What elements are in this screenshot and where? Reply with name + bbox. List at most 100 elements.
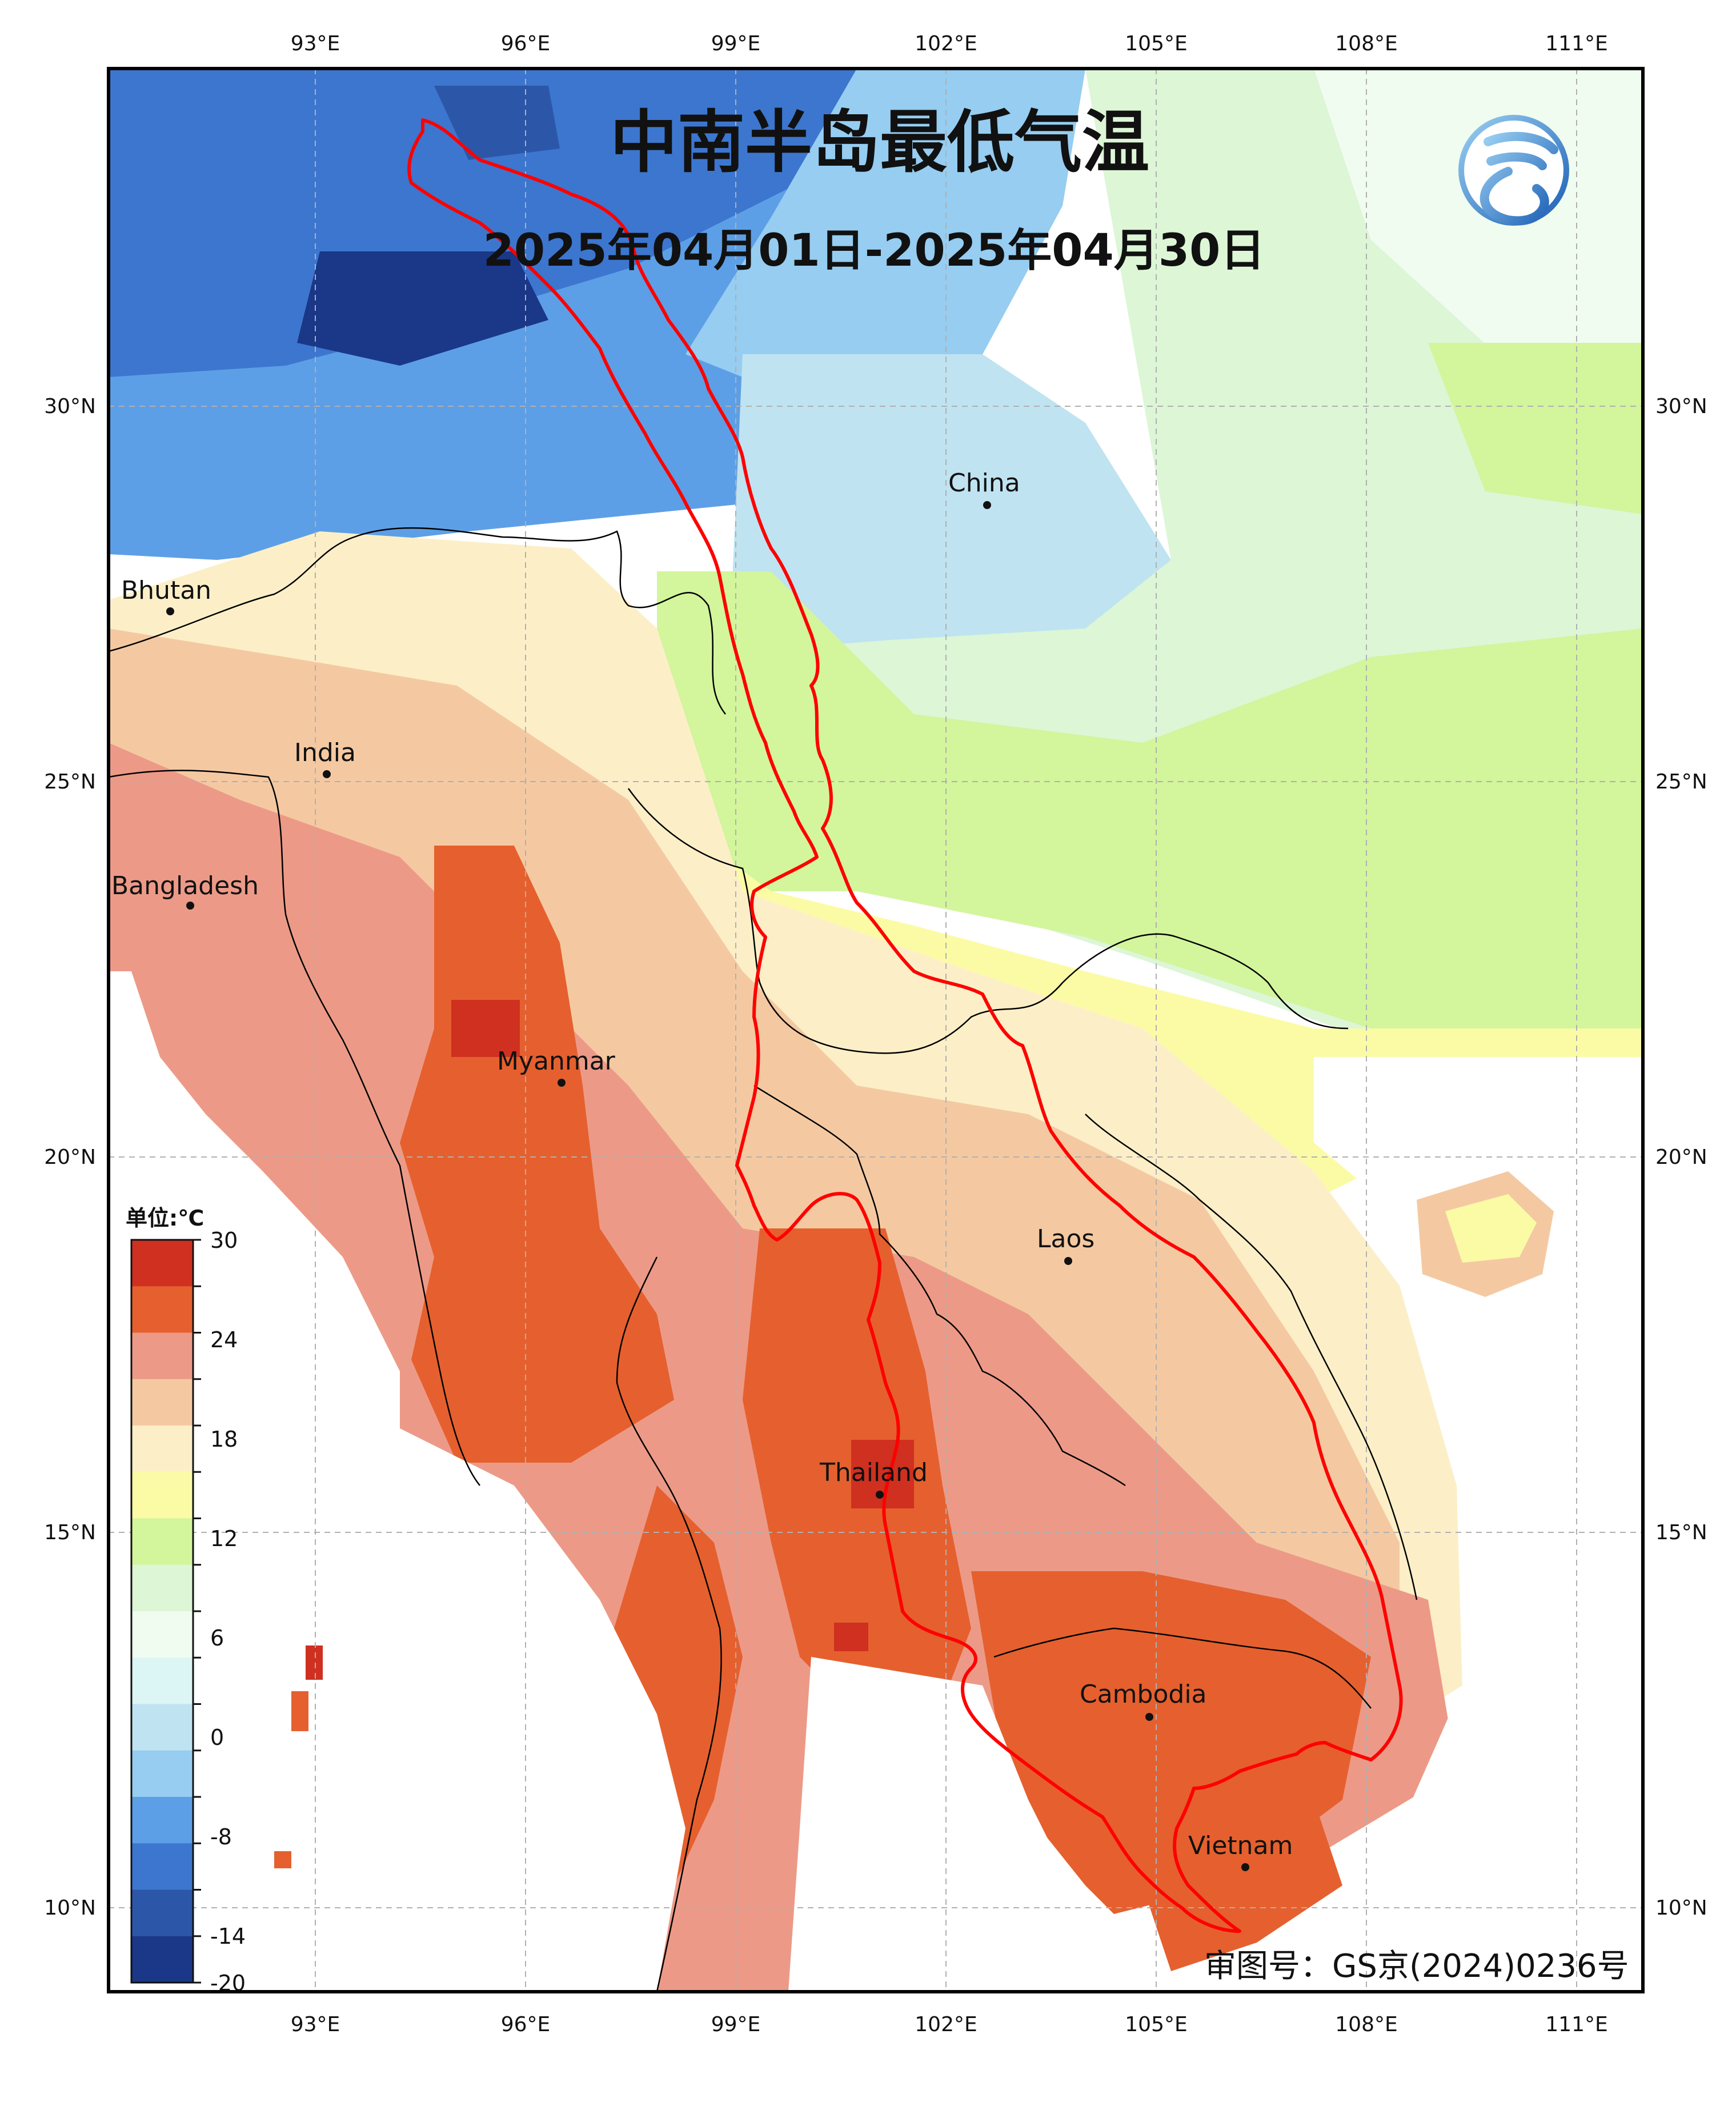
south-china-sea	[1371, 1326, 1643, 1992]
china-green-east	[1428, 343, 1643, 514]
andaman-island	[306, 1645, 323, 1680]
colorbar-segment	[131, 1657, 193, 1704]
svg-text:Laos: Laos	[1037, 1224, 1094, 1254]
colorbar-tick-labels: 30 24 18 12 6 0 -8 -14 -20	[210, 1228, 246, 1996]
colorbar-tick-6: 6	[210, 1625, 224, 1651]
colorbar-segment	[131, 1704, 193, 1751]
thailand-peak-cells-2	[834, 1623, 868, 1651]
andaman-island-2	[291, 1691, 308, 1731]
svg-text:99°E: 99°E	[711, 2013, 761, 2036]
top-lon-labels: 93°E 96°E 99°E 102°E 105°E 108°E 111°E	[291, 32, 1608, 55]
svg-text:15°N: 15°N	[44, 1521, 96, 1544]
colorbar-segment	[131, 1426, 193, 1472]
right-lat-labels: 30°N 25°N 20°N 15°N 10°N	[1655, 395, 1707, 1920]
place-bangladesh: Bangladesh	[111, 871, 259, 910]
plateau-darkest-cells	[297, 251, 548, 366]
place-vietnam: Vietnam	[1188, 1831, 1293, 1871]
country-borders	[109, 527, 1418, 1992]
colorbar-tick-18: 18	[210, 1427, 238, 1452]
svg-text:Myanmar: Myanmar	[497, 1047, 616, 1076]
svg-text:105°E: 105°E	[1125, 2013, 1187, 2036]
colorbar-segment	[131, 1240, 193, 1287]
colorbar-segment	[131, 1379, 193, 1426]
place-myanmar: Myanmar	[497, 1047, 616, 1087]
map-title: 中南半岛最低气温	[610, 103, 1149, 182]
colorbar-tick-neg20: -20	[210, 1971, 246, 1996]
place-bhutan: Bhutan	[121, 576, 211, 615]
svg-text:102°E: 102°E	[915, 32, 977, 55]
colorbar-tick-24: 24	[210, 1327, 238, 1352]
andaman-sea	[109, 1400, 685, 1992]
svg-text:93°E: 93°E	[291, 2013, 340, 2036]
svg-text:108°E: 108°E	[1335, 2013, 1397, 2036]
svg-text:102°E: 102°E	[915, 2013, 977, 2036]
hainan-island-center	[1445, 1194, 1537, 1263]
colorbar-segment	[131, 1936, 193, 1983]
colorbar-tick-neg14: -14	[210, 1924, 246, 1949]
china-green-zone	[657, 571, 1643, 1040]
gridlines	[109, 69, 1643, 1992]
place-thailand: Thailand	[819, 1458, 928, 1499]
colorbar-tick-neg8: -8	[210, 1824, 232, 1849]
place-china: China	[948, 469, 1020, 509]
plateau-dark-cells-2	[434, 86, 560, 160]
colorbar-segment	[131, 1564, 193, 1612]
myanmar-peak-cells	[451, 1000, 520, 1057]
colorbar-tick-30: 30	[210, 1228, 238, 1253]
svg-text:10°N: 10°N	[44, 1896, 96, 1920]
plateau-light-patches	[685, 69, 1085, 400]
bottom-lon-labels: 93°E 96°E 99°E 102°E 105°E 108°E 111°E	[291, 2013, 1608, 2036]
plateau-coldest-zone	[109, 69, 857, 377]
svg-text:Bhutan: Bhutan	[121, 576, 211, 605]
svg-text:108°E: 108°E	[1335, 32, 1397, 55]
colorbar-segment	[131, 1611, 193, 1658]
svg-text:96°E: 96°E	[501, 2013, 551, 2036]
date-range-subtitle: 2025年04月01日-2025年04月30日	[483, 225, 1265, 277]
colorbar-tick-12: 12	[210, 1526, 238, 1551]
colorbar-segment	[131, 1750, 193, 1797]
svg-text:93°E: 93°E	[291, 32, 340, 55]
svg-text:30°N: 30°N	[44, 395, 96, 418]
place-laos: Laos	[1037, 1224, 1094, 1265]
left-lat-labels: 30°N 25°N 20°N 15°N 10°N	[44, 395, 96, 1920]
svg-text:Bangladesh: Bangladesh	[111, 871, 259, 900]
svg-text:20°N: 20°N	[44, 1146, 96, 1169]
map-frame	[107, 67, 1645, 1993]
svg-text:30°N: 30°N	[1655, 395, 1707, 418]
mekong-basin-boundary	[407, 118, 1403, 1933]
logo-emblem	[1458, 115, 1569, 226]
colorbar-segment	[131, 1797, 193, 1844]
colorbar: 单位:℃ 30 24 18 12 6 0 -8 -14 -20	[126, 1206, 246, 1996]
svg-text:25°N: 25°N	[44, 770, 96, 794]
andaman-island-3	[274, 1851, 291, 1868]
approval-number: 审图号：GS京(2024)0236号	[1204, 1948, 1629, 1985]
colorbar-unit-label: 单位:℃	[126, 1206, 204, 1231]
svg-text:China: China	[948, 469, 1020, 498]
svg-text:25°N: 25°N	[1655, 770, 1707, 794]
colorbar-segment	[131, 1472, 193, 1519]
svg-text:10°N: 10°N	[1655, 1896, 1707, 1920]
svg-text:105°E: 105°E	[1125, 32, 1187, 55]
southern-china-pale-blue	[731, 354, 1171, 686]
svg-text:20°N: 20°N	[1655, 1146, 1707, 1169]
gulf-of-tonkin	[1314, 1057, 1643, 1200]
place-cambodia: Cambodia	[1080, 1680, 1207, 1721]
colorbar-segment	[131, 1889, 193, 1937]
place-india: India	[294, 738, 356, 778]
colorbar-segment	[131, 1332, 193, 1380]
svg-text:96°E: 96°E	[501, 32, 551, 55]
svg-text:111°E: 111°E	[1545, 32, 1607, 55]
svg-text:Cambodia: Cambodia	[1080, 1680, 1207, 1709]
svg-text:India: India	[294, 738, 356, 767]
vietnam-south-hot	[1142, 1800, 1342, 1971]
svg-text:Thailand: Thailand	[819, 1458, 928, 1487]
colorbar-segment	[131, 1286, 193, 1333]
svg-text:Vietnam: Vietnam	[1188, 1831, 1293, 1860]
svg-text:99°E: 99°E	[711, 32, 761, 55]
colorbar-segment	[131, 1518, 193, 1566]
svg-text:15°N: 15°N	[1655, 1521, 1707, 1544]
svg-text:111°E: 111°E	[1545, 2013, 1607, 2036]
colorbar-tick-0: 0	[210, 1725, 224, 1750]
colorbar-segment	[131, 1843, 193, 1890]
